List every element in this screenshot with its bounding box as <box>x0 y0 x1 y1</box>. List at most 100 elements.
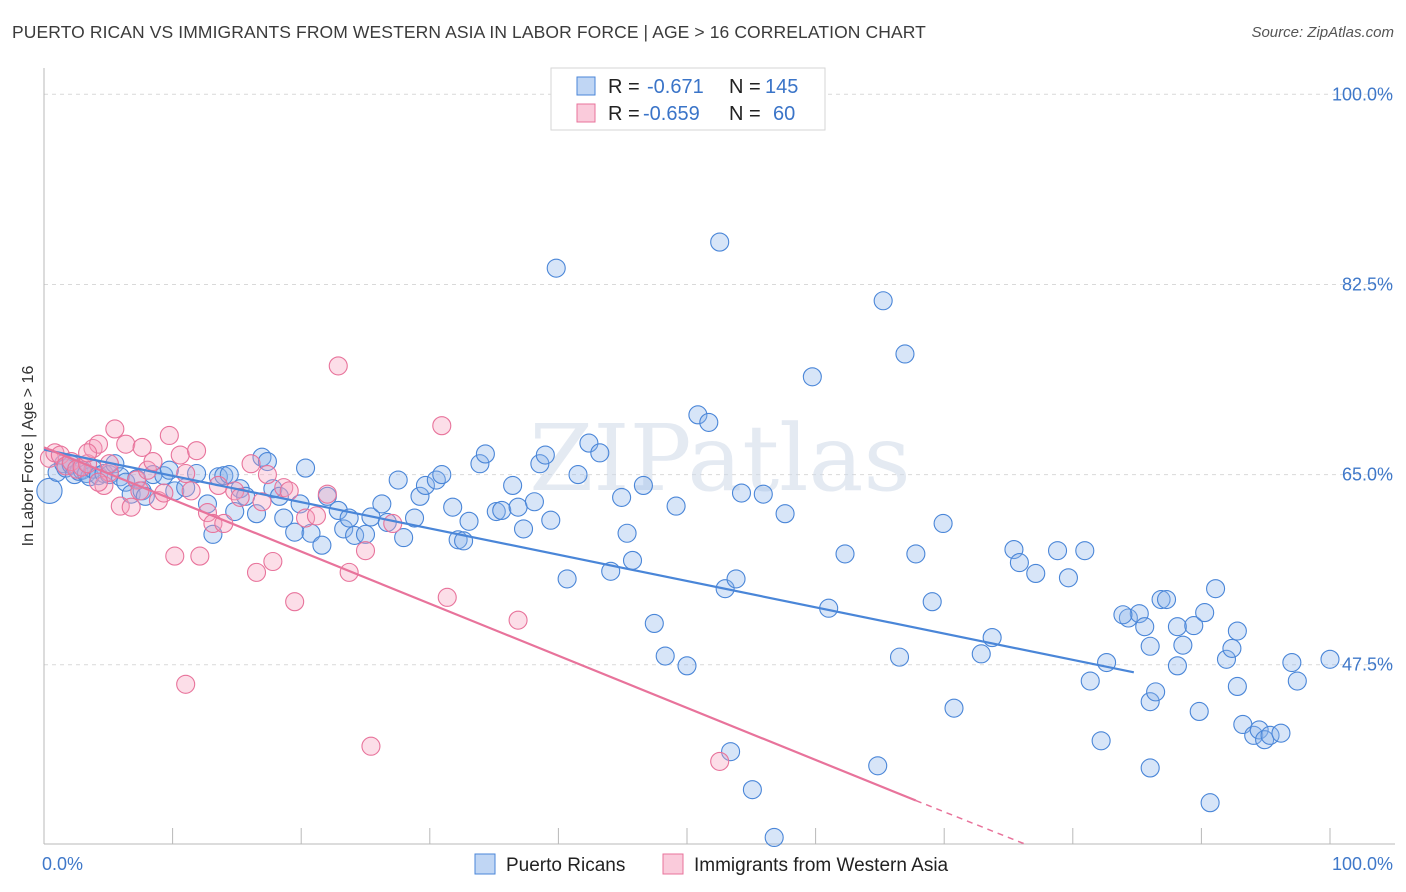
data-point <box>187 441 207 461</box>
y-axis-label: In Labor Force | Age > 16 <box>20 366 37 547</box>
top-legend: R = -0.671 N = 145 R = -0.659 N = 60 <box>550 67 826 131</box>
data-point <box>699 412 719 432</box>
data-point <box>1167 617 1187 637</box>
data-point <box>355 541 376 561</box>
bottom-legend-label-blue: Puerto Ricans <box>506 855 625 876</box>
data-point <box>1184 616 1204 636</box>
legend-box <box>550 67 826 131</box>
data-point <box>383 513 403 534</box>
data-point <box>524 492 544 512</box>
data-point <box>394 528 414 548</box>
data-point <box>546 258 566 278</box>
data-point <box>922 592 942 612</box>
data-point <box>246 562 267 582</box>
data-point <box>132 437 152 457</box>
data-point <box>1140 692 1160 712</box>
data-point <box>1271 723 1291 743</box>
trend-line-puerto-ricans <box>43 448 1135 674</box>
data-point <box>252 492 272 512</box>
data-point <box>1140 636 1160 656</box>
data-point <box>622 550 643 570</box>
data-point <box>1091 731 1111 751</box>
trend-line-western-asia <box>43 446 917 802</box>
data-point <box>181 481 201 501</box>
data-point <box>1244 725 1264 745</box>
data-point <box>127 470 147 490</box>
bottom-legend-swatch-blue <box>474 853 496 875</box>
data-point <box>187 463 207 484</box>
data-point <box>241 454 261 474</box>
data-point <box>246 504 267 524</box>
data-point <box>742 780 762 800</box>
data-point <box>508 610 528 630</box>
data-point <box>541 510 561 530</box>
data-point <box>1075 541 1095 561</box>
data-point <box>933 513 953 534</box>
legend-r-value-blue: -0.671 <box>647 76 704 98</box>
data-point <box>263 551 283 572</box>
data-point <box>1227 676 1247 697</box>
data-point <box>170 445 190 465</box>
data-point <box>764 827 784 848</box>
data-point <box>753 484 773 504</box>
data-point <box>721 742 741 762</box>
data-point <box>944 698 964 718</box>
gridlines <box>44 93 1395 666</box>
data-point <box>116 434 136 454</box>
data-point <box>225 501 245 522</box>
data-point <box>1047 541 1068 561</box>
data-point <box>579 433 599 453</box>
legend-r-value-pink: -0.659 <box>643 103 700 125</box>
data-point <box>443 497 463 517</box>
data-point <box>895 344 915 364</box>
data-point <box>677 656 697 676</box>
y-tick-label: 47.5% <box>1342 655 1393 675</box>
data-point <box>410 486 430 506</box>
x-tick-label-max: 100.0% <box>1332 854 1393 874</box>
data-point <box>1058 568 1078 588</box>
data-point <box>475 444 495 464</box>
y-tick-label: 65.0% <box>1342 465 1393 485</box>
data-point <box>873 291 893 311</box>
legend-swatch-pink <box>576 103 596 123</box>
series-puerto-ricans <box>36 232 1340 848</box>
data-point <box>508 497 528 517</box>
legend-n-label-pink: N = <box>729 103 761 125</box>
data-point <box>655 646 675 666</box>
data-point <box>426 470 446 490</box>
data-point <box>301 523 321 543</box>
data-point <box>203 513 223 534</box>
data-point <box>503 475 523 495</box>
data-point <box>868 756 888 776</box>
data-point <box>775 504 795 524</box>
y-tick-label: 82.5% <box>1342 274 1393 294</box>
data-point <box>339 562 359 582</box>
chart-title: PUERTO RICAN VS IMMIGRANTS FROM WESTERN … <box>12 22 926 42</box>
data-point <box>617 523 637 543</box>
data-point <box>590 443 610 463</box>
data-point <box>274 508 294 528</box>
data-point <box>1080 671 1100 691</box>
data-point <box>1118 608 1138 628</box>
legend-r-label-blue: R = <box>608 76 640 98</box>
data-point <box>612 487 632 507</box>
data-point <box>432 465 452 485</box>
data-point <box>372 494 392 514</box>
data-point <box>889 647 910 667</box>
data-point <box>257 451 277 472</box>
data-point <box>459 511 479 531</box>
data-point <box>1156 589 1177 610</box>
data-point <box>165 546 185 566</box>
data-point <box>1222 638 1242 658</box>
data-point <box>1287 671 1307 691</box>
data-point <box>1146 682 1166 702</box>
data-point <box>710 232 730 252</box>
source-label: Source: ZipAtlas.com <box>1251 24 1394 41</box>
legend-n-value-pink: 60 <box>773 103 795 125</box>
data-point <box>633 475 653 495</box>
trend-lines <box>43 446 1135 845</box>
legend-n-label-blue: N = <box>729 76 761 98</box>
data-point <box>688 405 708 425</box>
data-point <box>568 465 588 485</box>
